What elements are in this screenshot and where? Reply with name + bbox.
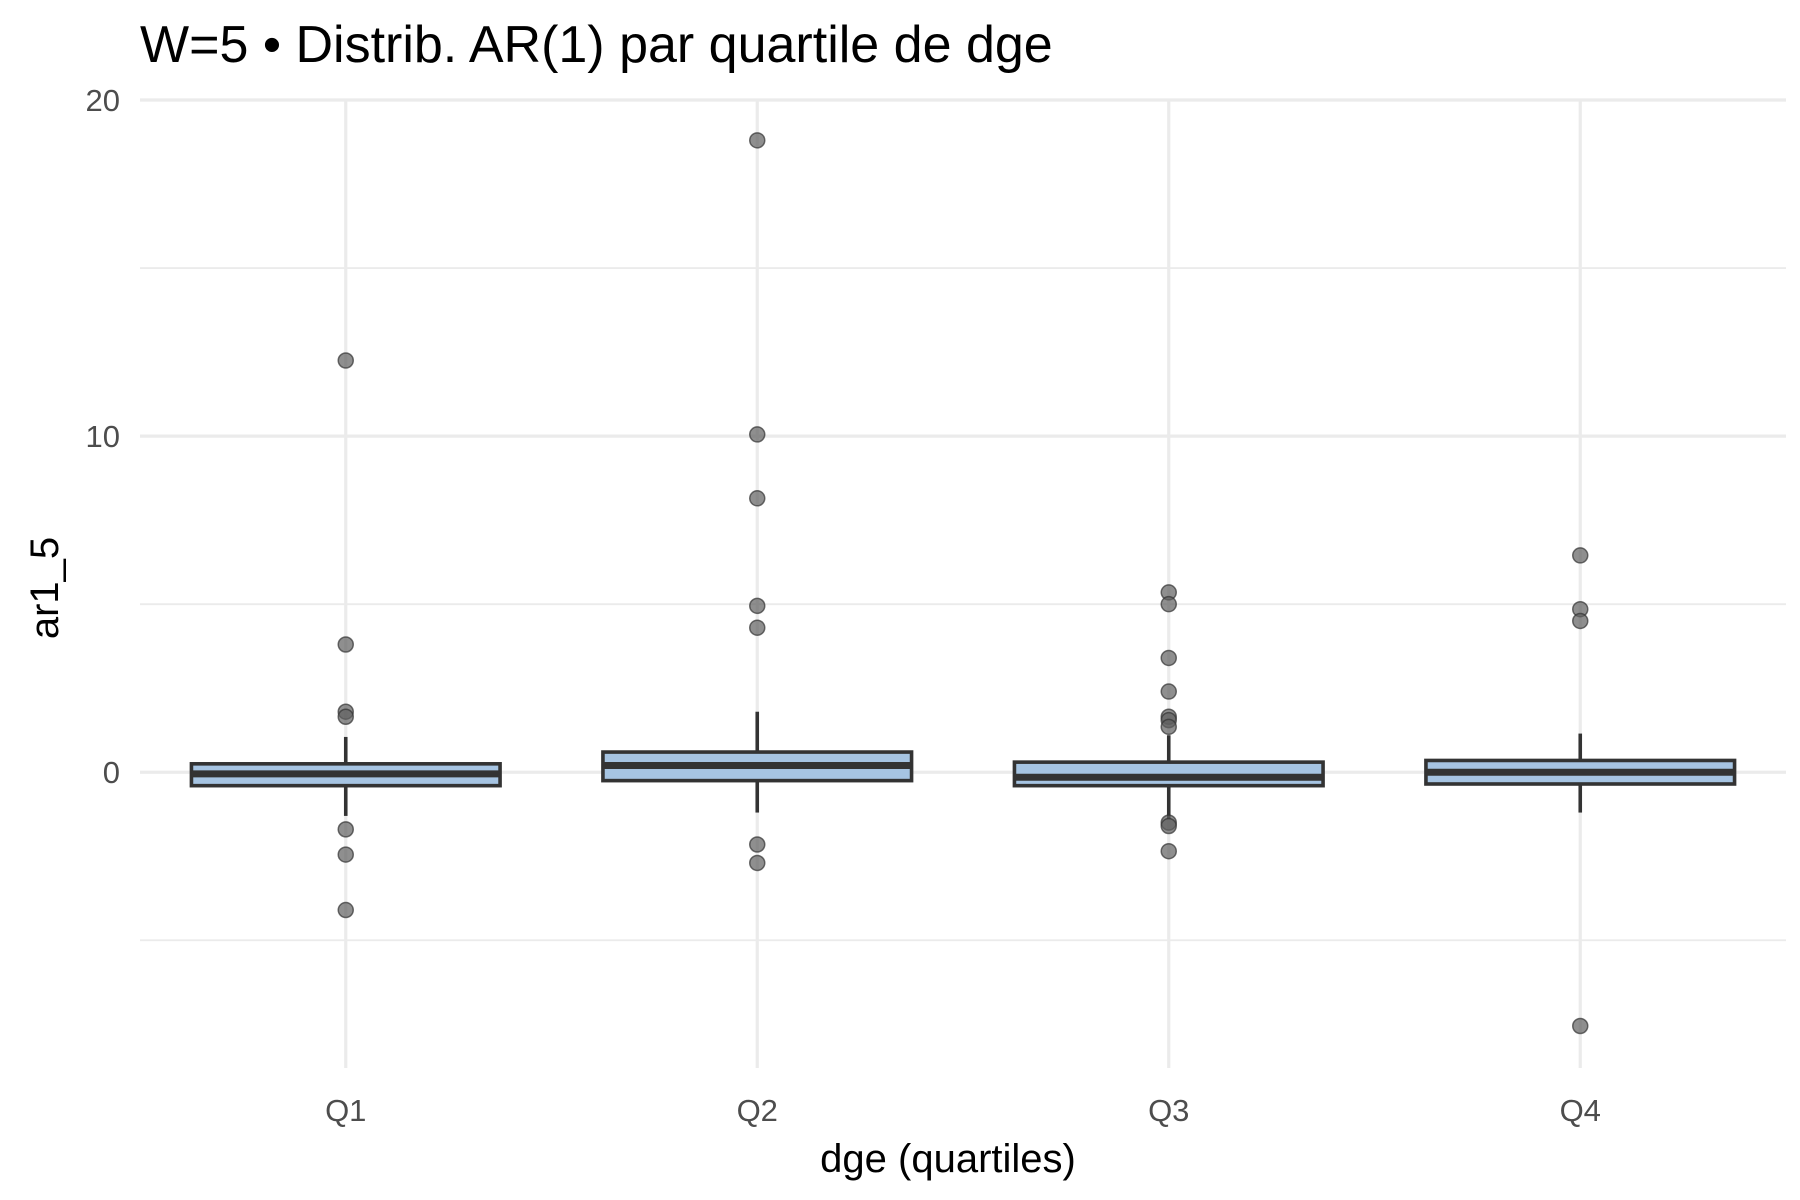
outlier-point	[337, 821, 354, 838]
outlier-point	[749, 490, 766, 507]
x-tick-label: Q4	[1560, 1093, 1601, 1128]
outlier-point	[749, 854, 766, 872]
box-q2	[601, 711, 914, 813]
outlier-point	[1572, 547, 1589, 564]
outlier-point	[337, 708, 354, 726]
x-tick-labels: Q1 Q2 Q3 Q4	[325, 1093, 1601, 1128]
outlier-point	[749, 836, 766, 853]
outlier-point	[337, 636, 354, 653]
outlier-point	[1160, 718, 1177, 736]
boxes	[189, 711, 1737, 820]
outlier-point	[1572, 612, 1589, 630]
y-tick-label: 10	[86, 419, 120, 454]
y-tick-labels: 0 10 20	[86, 83, 120, 790]
x-tick-label: Q1	[325, 1093, 366, 1128]
outlier-point	[749, 132, 766, 149]
box-q3	[1012, 735, 1325, 820]
outlier-point	[1160, 683, 1177, 700]
outlier-point	[337, 352, 354, 369]
x-tick-label: Q3	[1148, 1093, 1189, 1128]
outlier-point	[1160, 817, 1177, 835]
x-tick-label: Q2	[737, 1093, 778, 1128]
y-axis-title: ar1_5	[23, 537, 67, 639]
chart-title: W=5 • Distrib. AR(1) par quartile de dge	[140, 16, 1053, 74]
y-tick-label: 0	[103, 755, 120, 790]
outlier-point	[337, 901, 354, 919]
x-axis-title: dge (quartiles)	[820, 1137, 1076, 1181]
outlier-point	[1160, 595, 1177, 613]
outlier-point	[1160, 842, 1177, 860]
outlier-point	[749, 426, 766, 443]
outlier-point	[1572, 1017, 1589, 1035]
y-tick-label: 20	[86, 83, 120, 118]
box-q4	[1424, 733, 1737, 813]
outlier-point	[1160, 649, 1177, 667]
outlier-point	[749, 597, 766, 615]
outlier-point	[749, 619, 766, 636]
outlier-point	[337, 846, 354, 863]
grid-lines	[140, 98, 1786, 1068]
outlier-points	[337, 132, 1589, 1035]
box-q1	[189, 736, 502, 816]
